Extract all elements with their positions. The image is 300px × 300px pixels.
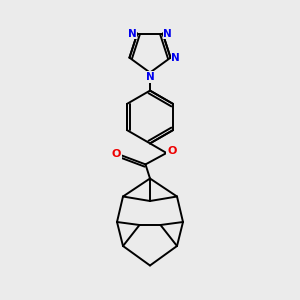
Text: O: O [167, 146, 177, 157]
Text: N: N [128, 28, 136, 38]
Text: O: O [111, 149, 121, 159]
Text: N: N [171, 53, 180, 63]
Text: N: N [146, 72, 154, 82]
Text: N: N [164, 28, 172, 38]
